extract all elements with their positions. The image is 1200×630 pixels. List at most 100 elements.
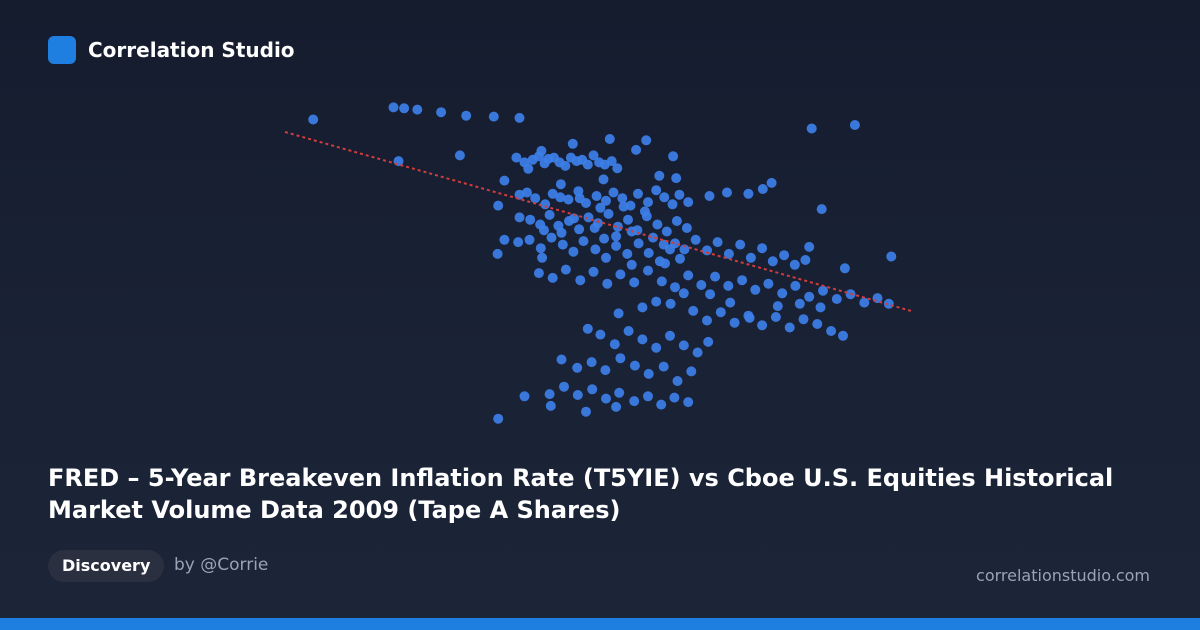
- scatter-point-169: [499, 234, 510, 245]
- scatter-point-103: [804, 291, 815, 302]
- brand-name: Correlation Studio: [88, 38, 295, 62]
- scatter-point-223: [665, 298, 676, 309]
- scatter-point-83: [533, 268, 544, 279]
- scatter-point-178: [804, 241, 815, 252]
- scatter-point-167: [611, 401, 622, 412]
- scatter-point-99: [750, 284, 761, 295]
- scatter-point-141: [703, 336, 714, 347]
- scatter-point-221: [637, 302, 648, 313]
- scatter-point-180: [766, 177, 777, 188]
- scatter-point-182: [743, 188, 754, 199]
- scatter-point-67: [513, 237, 524, 248]
- scatter-point-147: [629, 360, 640, 371]
- scatter-point-52: [544, 209, 555, 220]
- scatter-point-190: [604, 134, 615, 144]
- author-link[interactable]: by @Corrie: [174, 555, 269, 575]
- scatter-point-216: [744, 312, 755, 323]
- scatter-point-176: [839, 263, 850, 274]
- scatter-point-28: [514, 189, 525, 200]
- scatter-point-171: [493, 200, 504, 211]
- scatter-point-7: [514, 112, 525, 123]
- scatter-point-184: [704, 191, 715, 201]
- scatter-point-146: [615, 353, 626, 364]
- scatter-point-76: [611, 240, 622, 251]
- site-url[interactable]: correlationstudio.com: [976, 566, 1150, 585]
- scatter-point-6: [488, 111, 499, 122]
- scatter-point-45: [659, 192, 670, 203]
- scatter-point-208: [556, 227, 567, 238]
- scatter-point-42: [633, 188, 643, 199]
- scatter-point-135: [623, 326, 634, 336]
- scatter-point-191: [631, 144, 642, 155]
- scatter-point-144: [586, 357, 597, 368]
- scatter-point-185: [654, 170, 665, 181]
- scatter-point-217: [772, 301, 783, 312]
- scatter-point-205: [618, 201, 629, 212]
- scatter-point-121: [688, 305, 699, 316]
- scatter-point-120: [800, 255, 811, 265]
- scatter-point-198: [589, 223, 600, 233]
- scatter-point-91: [643, 265, 653, 276]
- scatter-point-203: [679, 244, 690, 255]
- scatter-point-112: [712, 237, 723, 248]
- scatter-point-133: [595, 329, 606, 340]
- scatter-point-78: [633, 238, 644, 249]
- scatter-point-71: [557, 239, 568, 250]
- scatter-point-123: [715, 307, 726, 318]
- scatter-point-212: [660, 258, 670, 269]
- scatter-point-187: [523, 163, 534, 174]
- scatter-point-0: [308, 114, 319, 125]
- scatter-point-155: [587, 384, 598, 395]
- scatter-point-50: [525, 214, 536, 225]
- scatter-point-200: [648, 232, 658, 243]
- scatter-point-116: [757, 243, 768, 254]
- scatter-point-77: [622, 248, 633, 259]
- scatter-point-175: [816, 204, 827, 215]
- scatter-point-39: [608, 187, 619, 198]
- scatter-point-55: [574, 224, 585, 235]
- scatter-point-218: [794, 298, 805, 309]
- scatter-point-92: [656, 276, 667, 287]
- scatter-point-183: [722, 187, 732, 198]
- scatter-point-47: [674, 189, 685, 200]
- category-badge[interactable]: Discovery: [48, 550, 165, 582]
- scatter-point-189: [567, 138, 578, 149]
- scatter-point-94: [683, 270, 694, 281]
- scatter-point-186: [668, 151, 679, 162]
- scatter-point-95: [696, 280, 707, 290]
- scatter-point-97: [723, 280, 734, 291]
- accent-bottom-bar: [0, 618, 1200, 630]
- scatter-point-174: [849, 120, 860, 130]
- scatter-point-34: [563, 194, 574, 205]
- scatter-point-214: [705, 289, 716, 300]
- page-title: FRED – 5-Year Breakeven Inflation Rate (…: [48, 464, 1114, 524]
- scatter-point-59: [612, 221, 623, 232]
- scatter-point-31: [540, 199, 551, 210]
- scatter-point-88: [602, 278, 613, 289]
- scatter-point-85: [560, 264, 571, 275]
- scatter-point-163: [493, 413, 504, 424]
- scatter-point-32: [547, 188, 558, 199]
- scatter-point-128: [784, 322, 795, 333]
- scatter-point-177: [886, 251, 897, 262]
- scatter-point-170: [537, 252, 548, 263]
- scatter-point-102: [790, 280, 801, 291]
- scatter-point-100: [763, 278, 774, 289]
- scatter-point-5: [461, 110, 472, 121]
- scatter-point-3: [412, 104, 423, 115]
- scatter-point-69: [535, 243, 546, 254]
- scatter-point-118: [779, 250, 790, 261]
- scatter-point-74: [590, 244, 601, 255]
- brand[interactable]: Correlation Studio: [48, 36, 295, 64]
- scatter-point-63: [652, 219, 663, 230]
- scatter-point-136: [637, 334, 648, 345]
- scatter-point-173: [806, 123, 817, 134]
- scatter-point-65: [671, 216, 682, 226]
- scatter-point-148: [643, 368, 654, 379]
- scatter-point-220: [613, 308, 624, 319]
- scatter-point-1: [388, 102, 399, 113]
- scatter-point-160: [656, 399, 667, 410]
- scatter-point-90: [629, 277, 640, 288]
- scatter-point-10: [511, 152, 522, 163]
- scatter-point-201: [658, 239, 669, 250]
